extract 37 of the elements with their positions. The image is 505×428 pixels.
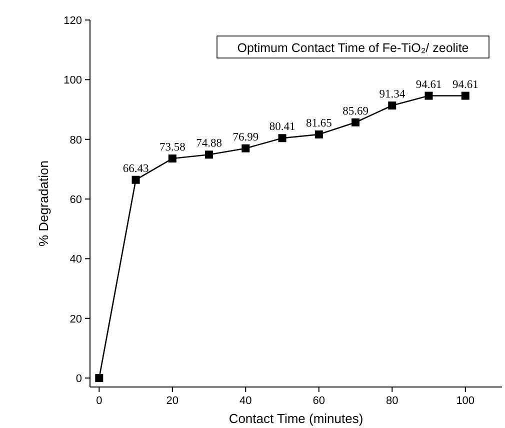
data-label: 66.43 (122, 162, 149, 175)
point (461, 92, 470, 100)
point (352, 118, 360, 126)
data-label: 91.34 (379, 88, 406, 101)
y-tick-label: 0 (76, 373, 82, 386)
point (314, 130, 323, 138)
data-label: 94.61 (416, 78, 442, 91)
data-label: 73.58 (159, 142, 186, 154)
y-tick-label: 80 (70, 134, 82, 146)
point (205, 150, 214, 159)
y-tick-label: 120 (64, 15, 82, 27)
point (388, 102, 396, 110)
data-label: 81.65 (306, 117, 332, 130)
x-tick-label: 60 (312, 395, 326, 407)
x-tick-label: 80 (386, 395, 398, 407)
data-label: 80.41 (269, 121, 296, 134)
point (278, 134, 286, 142)
x-tick-label: 100 (456, 395, 475, 407)
data-label: 74.88 (196, 138, 222, 150)
point (168, 154, 176, 163)
point (95, 374, 104, 382)
point (242, 144, 250, 152)
y-tick-label: 40 (70, 254, 82, 266)
point (132, 176, 140, 184)
y-tick-label: 100 (64, 74, 82, 87)
y-tick-label: 60 (70, 194, 82, 206)
x-tick-label: 20 (166, 395, 179, 407)
data-label: 85.69 (342, 105, 369, 118)
point (424, 92, 433, 100)
data-label: 76.99 (232, 131, 259, 144)
x-axis-title: Contact Time (minutes) (228, 411, 364, 426)
x-tick-label: 0 (96, 395, 102, 407)
text: Optimum Contact Time of Fe-TiO₂/ zeolite (237, 41, 469, 55)
data-label: 94.61 (452, 78, 479, 91)
x-tick-label: 40 (240, 395, 252, 407)
y-axis-title: % Degradation (36, 160, 51, 246)
y-tick-label: 20 (70, 313, 82, 326)
